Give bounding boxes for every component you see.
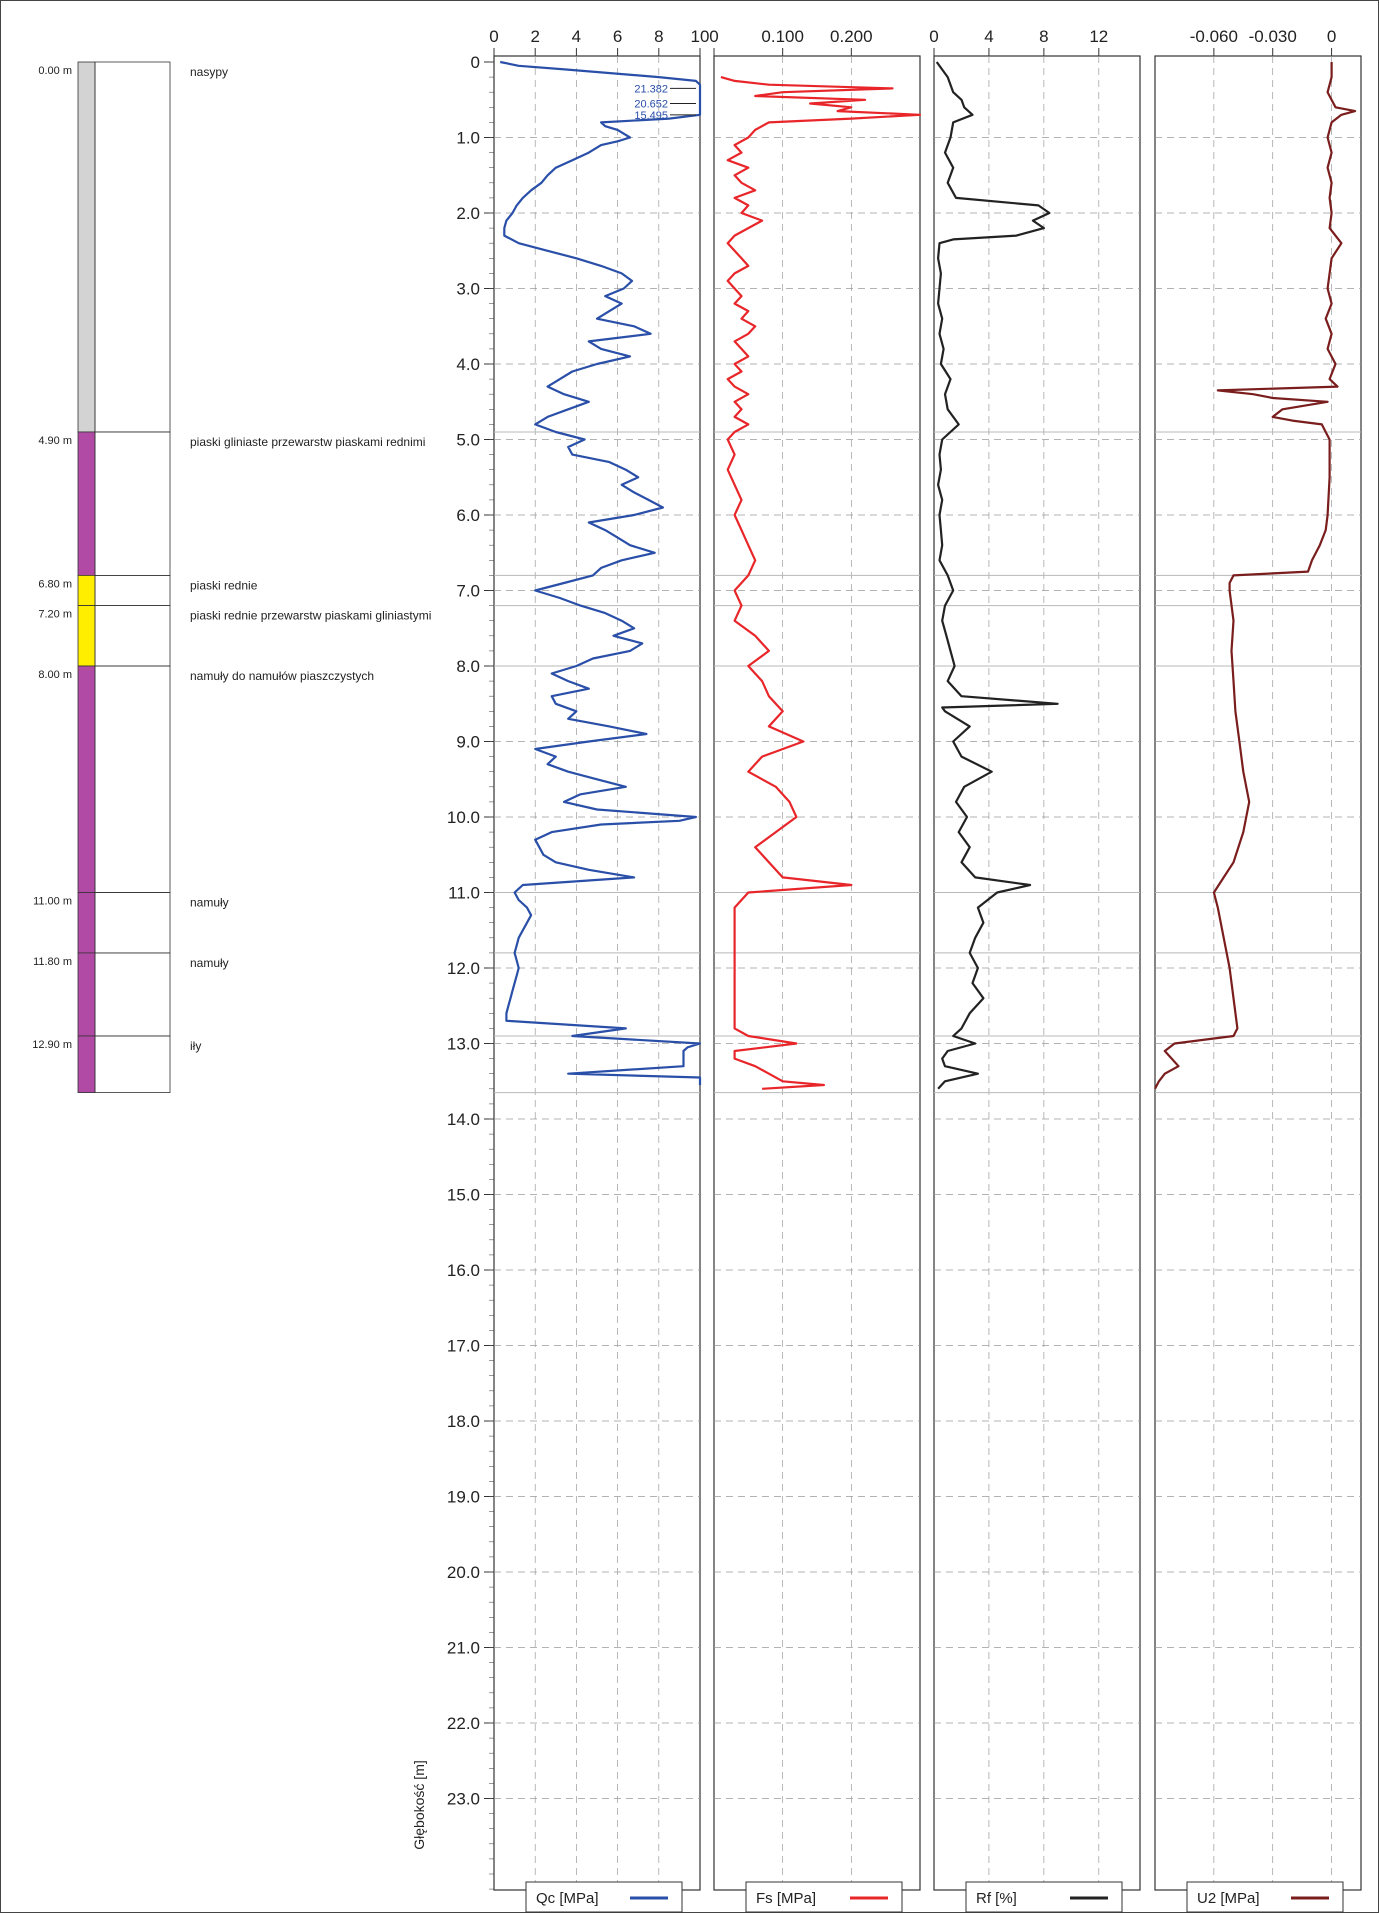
- depth-tick-label-4: 4.0: [456, 355, 480, 374]
- value-tick-label-2-3: 12: [1089, 27, 1108, 46]
- depth-tick-label-15: 15.0: [447, 1186, 480, 1205]
- depth-tick-label-9: 9.0: [456, 733, 480, 752]
- layer-depth-label-6: 11.80 m: [33, 956, 72, 968]
- depth-tick-label-20: 20.0: [447, 1563, 480, 1582]
- depth-tick-label-12: 12.0: [447, 959, 480, 978]
- annotation-label-0: 21.382: [634, 83, 668, 95]
- depth-tick-label-16: 16.0: [447, 1261, 480, 1280]
- depth-tick-label-17: 17.0: [447, 1337, 480, 1356]
- legend-label-0: Qc [MPa]: [536, 1890, 599, 1907]
- layer-color-0: [77, 61, 96, 433]
- layer-name-7: iły: [190, 1039, 201, 1053]
- depth-tick-label-18: 18.0: [447, 1412, 480, 1431]
- depth-tick-label-19: 19.0: [447, 1488, 480, 1507]
- layer-name-1: piaski gliniaste przewarstw piaskami red…: [190, 435, 425, 449]
- panel-1: 0 0.100 0.200 Fs [MPa]: [709, 27, 922, 1913]
- depth-tick-label-14: 14.0: [447, 1110, 480, 1129]
- layer-color-5: [77, 892, 96, 954]
- series-line-0: [499, 60, 702, 1085]
- layer-column: 0.00 m nasypy 4.90 m piaski gliniaste przew…: [32, 61, 431, 1093]
- layer-depth-label-7: 12.90 m: [32, 1039, 72, 1051]
- value-tick-label-2-1: 4: [984, 27, 993, 46]
- depth-tick-label-1: 1.0: [456, 129, 480, 148]
- layer-name-2: piaski rednie: [190, 578, 258, 592]
- value-tick-label-1-1: 0.100: [761, 27, 804, 46]
- layer-depth-label-2: 6.80 m: [38, 578, 72, 590]
- depth-axis: 0 1.0 2.0 3.0 4.0 5.0 6.0 7.0 8.0 9.0 10.0 11.0 12.0…: [411, 53, 494, 1890]
- depth-tick-label-10: 10.0: [447, 808, 480, 827]
- layer-name-5: namuły: [190, 896, 229, 910]
- annotation-label-1: 20.652: [634, 99, 668, 111]
- value-tick-label-1-2: 0.200: [830, 27, 873, 46]
- legend-label-3: U2 [MPa]: [1197, 1890, 1260, 1907]
- value-tick-label-2-2: 8: [1039, 27, 1048, 46]
- value-tick-label-0-1: 2: [530, 27, 539, 46]
- depth-tick-label-8: 8.0: [456, 657, 480, 676]
- layer-box-7: [94, 1035, 171, 1093]
- series-line-1: [720, 76, 922, 1090]
- depth-tick-label-2: 2.0: [456, 204, 480, 223]
- depth-tick-label-21: 21.0: [447, 1639, 480, 1658]
- value-tick-label-2-0: 0: [929, 27, 938, 46]
- layer-depth-label-5: 11.00 m: [33, 896, 72, 908]
- depth-tick-label-5: 5.0: [456, 431, 480, 450]
- depth-tick-label-22: 22.0: [447, 1714, 480, 1733]
- layer-color-7: [77, 1035, 96, 1093]
- layer-name-3: piaski rednie przewarstw piaskami glinia…: [190, 609, 431, 623]
- layer-name-4: namuły do namułów piaszczystych: [190, 669, 374, 683]
- depth-tick-label-6: 6.0: [456, 506, 480, 525]
- layer-depth-label-0: 0.00 m: [38, 65, 72, 77]
- panel-3: -0.060 -0.030 0 U2 [MPa]: [1154, 27, 1362, 1913]
- series-line-2: [935, 61, 1059, 1090]
- layer-color-1: [77, 431, 96, 576]
- value-tick-label-3-1: -0.030: [1249, 27, 1297, 46]
- depth-tick-label-23: 23.0: [447, 1790, 480, 1809]
- legend-label-1: Fs [MPa]: [756, 1890, 816, 1907]
- value-tick-label-0-5: 10: [691, 27, 710, 46]
- value-tick-label-0-3: 6: [613, 27, 622, 46]
- depth-tick-label-3: 3.0: [456, 280, 480, 299]
- layer-depth-label-1: 4.90 m: [38, 435, 72, 447]
- value-tick-label-3-0: -0.060: [1190, 27, 1238, 46]
- legend-label-2: Rf [%]: [976, 1890, 1017, 1907]
- annotation-label-2: 15.495: [634, 110, 668, 122]
- layer-color-2: [77, 575, 96, 607]
- depth-tick-label-0: 0: [471, 53, 480, 72]
- layer-name-0: nasypy: [190, 65, 228, 79]
- layer-depth-label-3: 7.20 m: [38, 609, 72, 621]
- series-line-3: [1154, 62, 1357, 1090]
- layer-color-4: [77, 665, 96, 893]
- layer-color-3: [77, 605, 96, 667]
- depth-tick-label-11: 11.0: [448, 884, 480, 903]
- layer-color-6: [77, 952, 96, 1037]
- value-tick-label-0-2: 4: [572, 27, 581, 46]
- panel-2: 0 4 8 12 Rf [%]: [929, 27, 1141, 1913]
- depth-tick-label-13: 13.0: [447, 1035, 480, 1054]
- layer-name-6: namuły: [190, 956, 229, 970]
- value-tick-label-0-4: 8: [654, 27, 663, 46]
- value-tick-label-0-0: 0: [489, 27, 498, 46]
- value-tick-label-1-0: 0: [709, 27, 718, 46]
- depth-axis-label: Głębokość [m]: [411, 1760, 427, 1849]
- value-tick-label-3-2: 0: [1327, 27, 1336, 46]
- layer-depth-label-4: 8.00 m: [38, 669, 72, 681]
- depth-tick-label-7: 7.0: [456, 582, 480, 601]
